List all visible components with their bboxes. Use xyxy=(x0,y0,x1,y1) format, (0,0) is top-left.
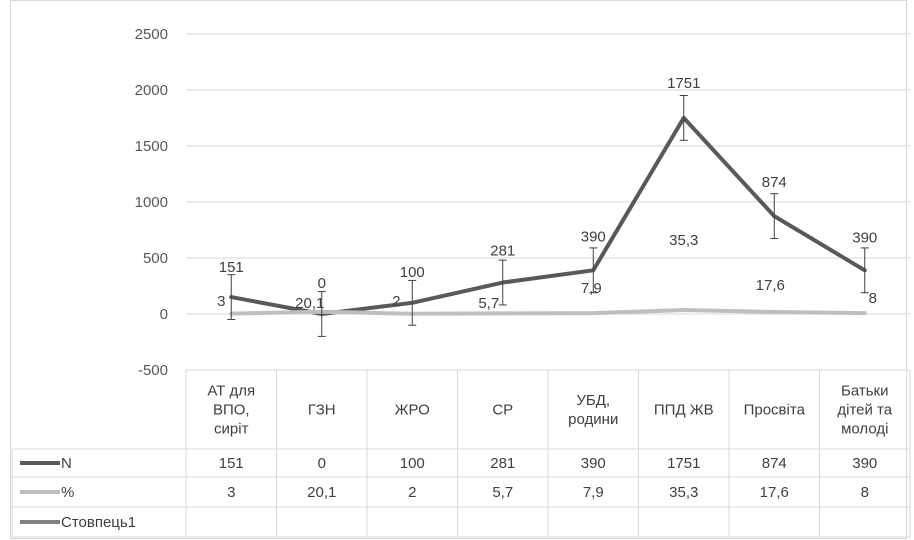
data-label-n: 0 xyxy=(318,275,326,292)
data-label-pct: 2 xyxy=(392,293,400,310)
category-label: АТ для xyxy=(207,383,255,400)
data-label-pct: 3 xyxy=(217,293,225,310)
series-line xyxy=(229,308,867,316)
table-cell: 1751 xyxy=(667,455,700,472)
y-tick-label: -500 xyxy=(138,362,168,379)
table-cell: 2 xyxy=(408,484,416,501)
category-label: ЖРО xyxy=(395,402,430,419)
category-label: молоді xyxy=(841,421,888,438)
table-cell: 5,7 xyxy=(492,484,513,501)
category-label: ВПО, xyxy=(213,402,250,419)
table-cell: 8 xyxy=(861,484,869,501)
category-label: дітей та xyxy=(837,402,892,419)
category-label: Просвіта xyxy=(744,402,806,419)
table-cell: 0 xyxy=(318,455,326,472)
chart-area-border xyxy=(10,0,907,539)
y-tick-label: 0 xyxy=(160,306,168,323)
data-label-n: 390 xyxy=(852,229,877,246)
data-label-n: 100 xyxy=(400,264,425,281)
category-label: сиріт xyxy=(214,421,249,438)
data-label-pct: 20,1 xyxy=(295,295,324,312)
y-tick-label: 2500 xyxy=(135,26,168,43)
data-label-pct: 17,6 xyxy=(756,277,785,294)
table-cell: 281 xyxy=(490,455,515,472)
legend-label: N xyxy=(61,455,72,472)
table-cell: 874 xyxy=(762,455,787,472)
table-cell: 390 xyxy=(852,455,877,472)
table-cell: 7,9 xyxy=(583,484,604,501)
y-tick-label: 2000 xyxy=(135,82,168,99)
table-cell: 17,6 xyxy=(760,484,789,501)
table-cell: 151 xyxy=(219,455,244,472)
category-label: родини xyxy=(568,411,618,428)
category-label: УБД, xyxy=(576,392,610,409)
table-cell: 100 xyxy=(400,455,425,472)
legend-label: % xyxy=(61,484,74,501)
category-label: Батьки xyxy=(841,383,888,400)
y-tick-label: 1000 xyxy=(135,194,168,211)
legend-label: Стовпець1 xyxy=(61,514,136,531)
category-label: ППД ЖВ xyxy=(654,402,714,419)
data-label-pct: 35,3 xyxy=(669,232,698,249)
data-label-n: 874 xyxy=(762,174,787,191)
category-label: ГЗН xyxy=(308,402,336,419)
table-cell: 35,3 xyxy=(669,484,698,501)
data-table: АТ для ВПО, сиріт ГЗН ЖРО СР УБД, родини ППД ЖВ П… xyxy=(11,370,911,538)
data-label-n: 1751 xyxy=(667,75,700,92)
data-label-pct: 7,9 xyxy=(581,280,602,297)
table-cell: 20,1 xyxy=(307,484,336,501)
table-cell: 390 xyxy=(581,455,606,472)
y-tick-label: 500 xyxy=(143,250,168,267)
y-tick-label: 1500 xyxy=(135,138,168,155)
data-label-n: 390 xyxy=(581,228,606,245)
data-label-n: 151 xyxy=(219,259,244,276)
table-cell: 3 xyxy=(227,484,235,501)
category-label: СР xyxy=(492,402,513,419)
data-label-pct: 5,7 xyxy=(478,295,499,312)
data-label-pct: 8 xyxy=(869,290,877,307)
data-label-n: 281 xyxy=(490,243,515,260)
